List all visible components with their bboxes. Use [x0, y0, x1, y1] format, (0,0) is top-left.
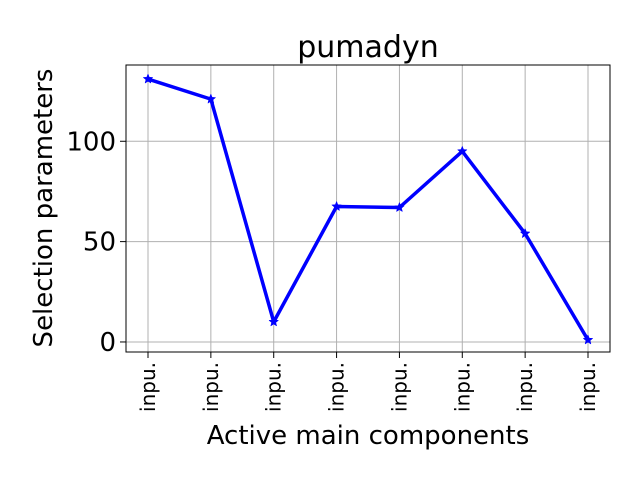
x-tick-label: inpu. — [576, 362, 600, 412]
series-polyline — [147, 77, 590, 341]
x-tick-label: inpu. — [387, 362, 411, 412]
x-axis-label: Active main components — [207, 421, 530, 451]
y-axis-label: Selection parameters — [29, 69, 59, 348]
x-tick-label: inpu. — [199, 362, 223, 412]
y-ticks: 0 50 100 — [66, 127, 126, 358]
data-point-star — [582, 334, 594, 345]
chart-title: pumadyn — [297, 30, 438, 65]
data-point-star — [394, 201, 405, 213]
x-tick-label: inpu. — [262, 362, 286, 412]
data-point-star — [331, 200, 342, 212]
data-point-star — [268, 316, 280, 327]
plot-frame — [125, 64, 611, 353]
x-tick-label: inpu. — [136, 362, 160, 412]
x-ticks: inpu. inpu. inpu. inpu. inpu. inpu. inpu. inpu. — [136, 352, 600, 412]
x-tick-label: inpu. — [513, 362, 537, 412]
data-point-star — [456, 145, 468, 156]
data-point-star — [142, 73, 154, 84]
data-point-star — [205, 93, 217, 104]
data-point-star — [519, 227, 531, 239]
x-tick-label: inpu. — [325, 362, 349, 412]
y-tick-label: 50 — [83, 228, 116, 258]
x-tick-label: inpu. — [450, 362, 474, 412]
y-tick-label: 0 — [99, 328, 116, 358]
y-tick-label: 100 — [66, 127, 116, 157]
series-line — [142, 73, 594, 345]
